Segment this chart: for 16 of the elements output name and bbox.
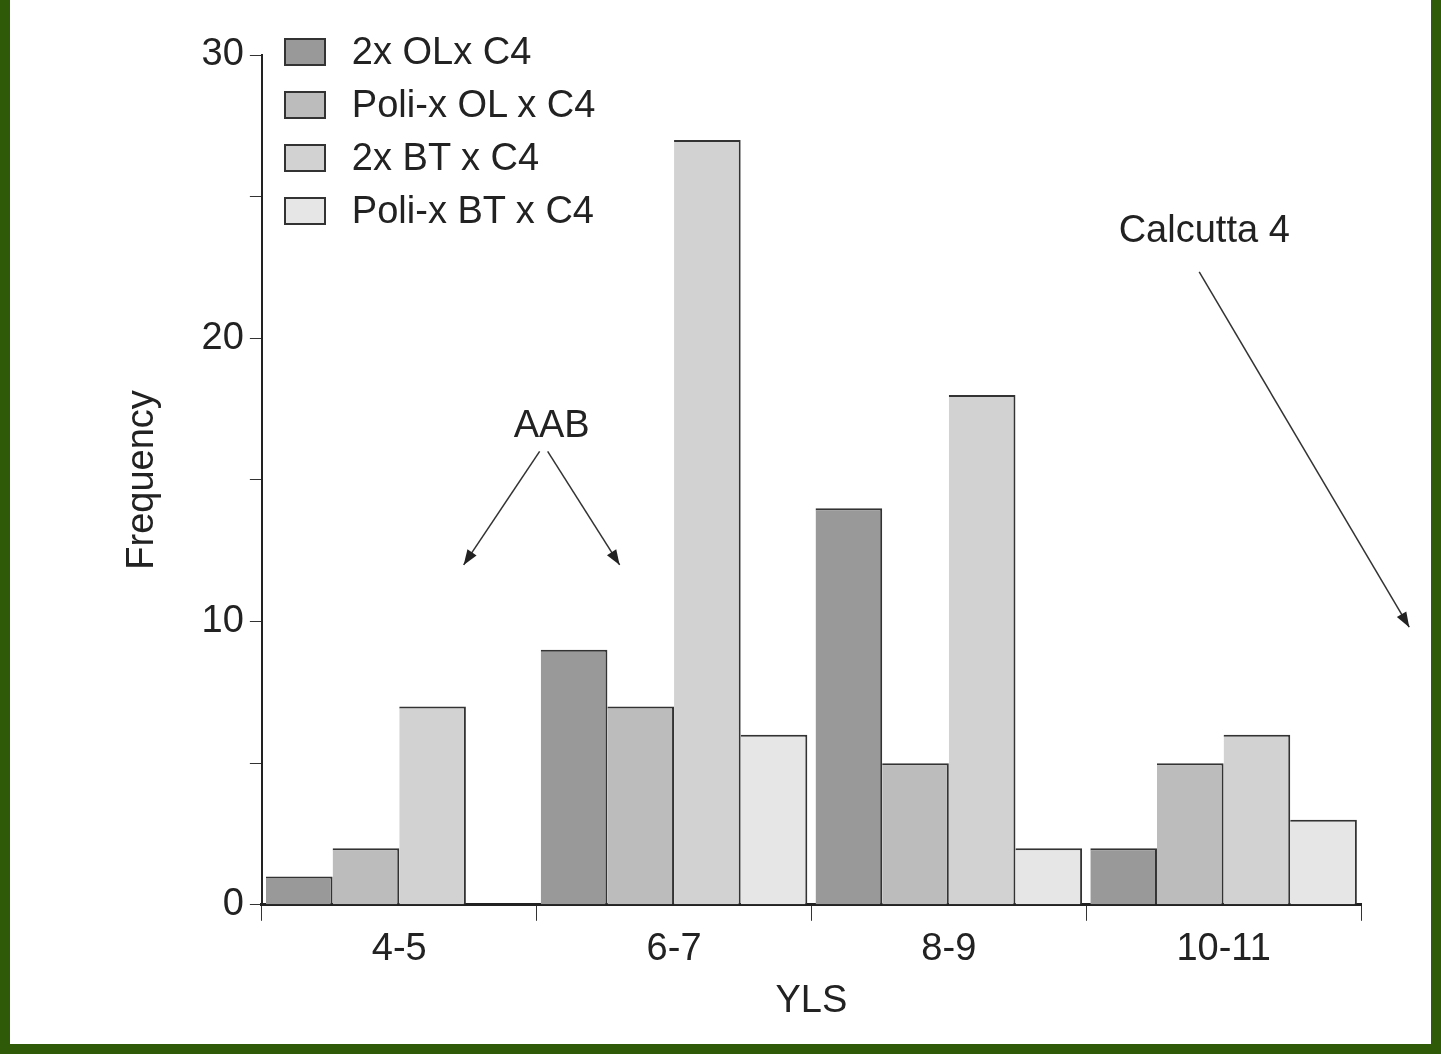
y-tick-label: 10 [201, 598, 244, 641]
legend-label: Poli-x BT x C4 [351, 189, 594, 232]
y-tick-label: 20 [201, 314, 244, 357]
x-tick-label: 10-11 [1176, 926, 1271, 969]
legend-label: 2x OLx C4 [351, 30, 532, 73]
legend-label: 2x BT x C4 [351, 136, 540, 179]
y-tick-label: 0 [222, 881, 244, 924]
annotation: Calcutta 4 [1118, 207, 1290, 250]
y-axis-title: Frequency [119, 390, 162, 570]
x-axis-title: YLS [775, 977, 848, 1020]
y-tick-label: 30 [201, 31, 244, 74]
legend-label: Poli-x OL x C4 [351, 83, 596, 126]
annotation: AAB [513, 403, 590, 446]
x-tick-label: 6-7 [646, 926, 702, 969]
x-tick-label: 8-9 [921, 926, 977, 969]
x-tick-label: 4-5 [371, 926, 427, 969]
